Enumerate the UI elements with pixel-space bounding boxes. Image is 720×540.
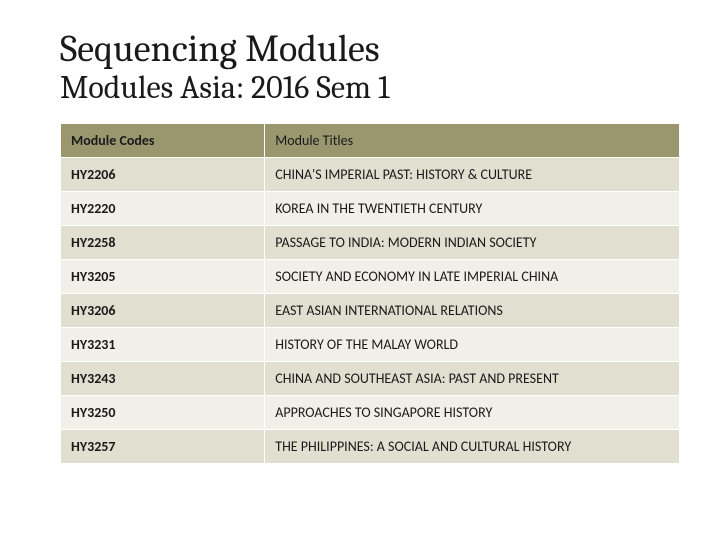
cell-title: EAST ASIAN INTERNATIONAL RELATIONS (265, 294, 680, 328)
cell-code: HY3206 (61, 294, 265, 328)
table-row: HY2258 PASSAGE TO INDIA: MODERN INDIAN S… (61, 226, 680, 260)
cell-title: APPROACHES TO SINGAPORE HISTORY (265, 396, 680, 430)
cell-title: KOREA IN THE TWENTIETH CENTURY (265, 192, 680, 226)
cell-title: HISTORY OF THE MALAY WORLD (265, 328, 680, 362)
header-module-codes: Module Codes (61, 124, 265, 158)
cell-code: HY2206 (61, 158, 265, 192)
cell-title: CHINA'S IMPERIAL PAST: HISTORY & CULTURE (265, 158, 680, 192)
sub-title: Modules Asia: 2016 Sem 1 (60, 70, 680, 105)
table-row: HY2220 KOREA IN THE TWENTIETH CENTURY (61, 192, 680, 226)
table-row: HY3243 CHINA AND SOUTHEAST ASIA: PAST AN… (61, 362, 680, 396)
cell-code: HY3243 (61, 362, 265, 396)
table-row: HY3231 HISTORY OF THE MALAY WORLD (61, 328, 680, 362)
cell-title: PASSAGE TO INDIA: MODERN INDIAN SOCIETY (265, 226, 680, 260)
table-row: HY2206 CHINA'S IMPERIAL PAST: HISTORY & … (61, 158, 680, 192)
cell-code: HY3257 (61, 430, 265, 464)
header-module-titles: Module Titles (265, 124, 680, 158)
table-row: HY3205 SOCIETY AND ECONOMY IN LATE IMPER… (61, 260, 680, 294)
cell-code: HY2258 (61, 226, 265, 260)
cell-code: HY2220 (61, 192, 265, 226)
cell-code: HY3250 (61, 396, 265, 430)
table-row: HY3206 EAST ASIAN INTERNATIONAL RELATION… (61, 294, 680, 328)
cell-title: THE PHILIPPINES: A SOCIAL AND CULTURAL H… (265, 430, 680, 464)
table-header-row: Module Codes Module Titles (61, 124, 680, 158)
cell-code: HY3205 (61, 260, 265, 294)
table-row: HY3250 APPROACHES TO SINGAPORE HISTORY (61, 396, 680, 430)
cell-code: HY3231 (61, 328, 265, 362)
main-title: Sequencing Modules (60, 30, 680, 70)
cell-title: CHINA AND SOUTHEAST ASIA: PAST AND PRESE… (265, 362, 680, 396)
modules-table: Module Codes Module Titles HY2206 CHINA'… (60, 123, 680, 464)
table-row: HY3257 THE PHILIPPINES: A SOCIAL AND CUL… (61, 430, 680, 464)
title-block: Sequencing Modules Modules Asia: 2016 Se… (60, 30, 680, 105)
cell-title: SOCIETY AND ECONOMY IN LATE IMPERIAL CHI… (265, 260, 680, 294)
